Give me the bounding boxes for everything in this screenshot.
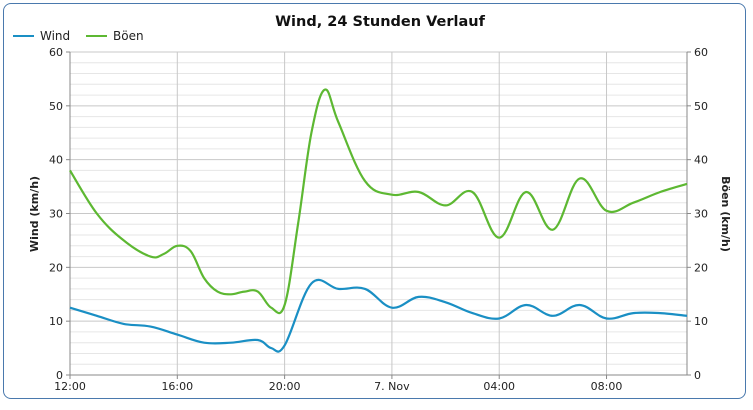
y-tick-label-left: 40 (49, 154, 63, 167)
legend-label-boeen: Böen (113, 29, 144, 43)
chart-frame: 0 0 10 10 20 20 30 30 40 40 50 50 60 60 12:00 16:00 20:0… (3, 3, 746, 399)
y-tick-label-left: 20 (49, 261, 63, 274)
y-tick-label-left: 60 (49, 46, 63, 59)
y-tick-label-right: 40 (694, 154, 708, 167)
y-tick-label-left: 50 (49, 100, 63, 113)
y-tick-label-left: 0 (56, 369, 63, 382)
x-tick-label: 04:00 (483, 380, 515, 393)
chart-title: Wind, 24 Stunden Verlauf (275, 14, 486, 30)
axes-layer: 0 0 10 10 20 20 30 30 40 40 50 50 60 60 12:00 16:00 20:0… (49, 46, 708, 393)
y-tick-label-left: 10 (49, 315, 63, 328)
y-tick-label-right: 0 (694, 369, 701, 382)
series-line-boeen (69, 88, 688, 315)
y-tick-label-right: 60 (694, 46, 708, 59)
legend-label-wind: Wind (40, 29, 70, 43)
y-tick-label-right: 10 (694, 315, 708, 328)
y-tick-label-left: 30 (49, 208, 63, 221)
x-tick-label: 7. Nov (374, 380, 410, 393)
legend-item-boeen[interactable]: Böen (86, 29, 144, 43)
y-axis-title-right: Böen (km/h) (719, 176, 732, 252)
x-tick-label: 20:00 (269, 380, 301, 393)
series-layer (69, 88, 688, 353)
legend-item-wind[interactable]: Wind (13, 29, 70, 43)
wind-chart: 0 0 10 10 20 20 30 30 40 40 50 50 60 60 12:00 16:00 20:0… (13, 14, 732, 393)
x-tick-label: 12:00 (54, 380, 86, 393)
y-tick-label-right: 30 (694, 208, 708, 221)
legend: Wind Böen (13, 29, 144, 43)
series-line-wind (69, 278, 688, 353)
x-tick-label: 16:00 (161, 380, 193, 393)
grid (69, 51, 687, 376)
x-tick-label: 08:00 (591, 380, 623, 393)
y-tick-label-right: 50 (694, 100, 708, 113)
y-tick-label-right: 20 (694, 261, 708, 274)
y-axis-title-left: Wind (km/h) (28, 176, 41, 252)
